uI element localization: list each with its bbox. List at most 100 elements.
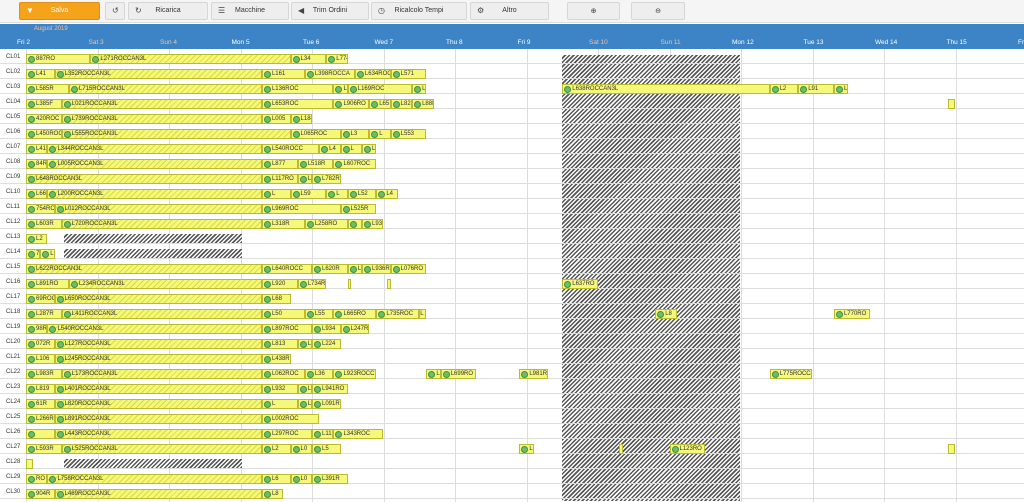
order-bar[interactable]: L930R — [362, 219, 384, 229]
order-bar[interactable]: L2 — [261, 444, 291, 454]
order-bar[interactable]: L2 — [769, 84, 799, 94]
order-bar[interactable]: L136ROC — [261, 84, 334, 94]
order-bar[interactable]: L739ROCCAN3L — [61, 114, 262, 124]
order-bar[interactable]: L638ROCCAN3L — [562, 84, 770, 94]
order-bar[interactable]: L — [362, 144, 377, 154]
order-bar[interactable]: L005ROCCAN3L — [47, 159, 262, 169]
order-bar[interactable] — [948, 444, 956, 454]
order-bar[interactable]: L55 — [304, 309, 334, 319]
order-bar[interactable]: L650ROCCAN3L — [54, 294, 262, 304]
order-bar[interactable]: L4 — [319, 144, 341, 154]
order-bar[interactable]: L891ROCCAN3L — [54, 414, 262, 424]
order-bar[interactable]: L411ROCCAN3L — [61, 309, 262, 319]
order-bar[interactable]: L — [297, 339, 312, 349]
order-bar[interactable]: L820ROCCAN3L — [54, 399, 262, 409]
order-bar[interactable]: L91 — [798, 84, 834, 94]
order-bar[interactable]: L540ROCC — [261, 144, 320, 154]
order-bar[interactable]: L640ROCC — [261, 264, 312, 274]
order-bar[interactable]: L983R — [26, 369, 62, 379]
order-bar[interactable]: L41 — [26, 144, 48, 154]
order-bar[interactable]: L343ROC — [333, 429, 384, 439]
order-bar[interactable]: L005 — [261, 114, 291, 124]
order-bar[interactable]: L11 — [312, 429, 334, 439]
order-bar[interactable]: L065ROC — [290, 129, 341, 139]
order-bar[interactable]: L297ROC — [261, 429, 312, 439]
order-bar[interactable]: L352ROCCAN3L — [54, 69, 262, 79]
order-bar[interactable] — [347, 279, 352, 289]
order-bar[interactable]: L79 — [412, 84, 427, 94]
order-bar[interactable]: L287R — [26, 309, 62, 319]
recalc-times-button[interactable]: ◷ Ricalcolo Tempi — [371, 2, 467, 20]
order-bar[interactable]: L819 — [26, 384, 55, 394]
order-bar[interactable] — [948, 99, 956, 109]
reload-button[interactable]: ↻ Ricarica — [128, 2, 208, 20]
order-bar[interactable]: L173ROCCAN3L — [61, 369, 262, 379]
order-bar[interactable]: L — [297, 174, 312, 184]
order-bar[interactable] — [26, 429, 55, 439]
order-bar[interactable]: L443ROCCAN3L — [54, 429, 262, 439]
order-bar[interactable]: L4 — [376, 189, 398, 199]
order-bar[interactable]: L66 — [26, 189, 48, 199]
order-bar[interactable]: L — [261, 189, 291, 199]
order-bar[interactable]: L775ROCCA — [769, 369, 813, 379]
order-bar[interactable]: L555ROCCAN3L — [61, 129, 291, 139]
order-bar[interactable]: L41 — [26, 69, 55, 79]
order-bar[interactable]: L224 — [312, 339, 341, 349]
order-bar[interactable]: 84R — [26, 159, 48, 169]
order-bar[interactable]: L981R — [519, 369, 548, 379]
order-bar[interactable]: L438R — [261, 354, 291, 364]
order-bar[interactable]: L932 — [261, 384, 298, 394]
order-bar[interactable]: L813 — [261, 339, 298, 349]
order-bar[interactable]: L — [369, 129, 391, 139]
order-bar[interactable]: L401ROCCAN3L — [54, 384, 262, 394]
order-bar[interactable]: L002ROC — [261, 414, 320, 424]
trim-orders-button[interactable]: ◀ Trim Ordini — [291, 2, 369, 20]
order-bar[interactable]: L6 — [261, 474, 291, 484]
order-bar[interactable]: 072R — [26, 339, 55, 349]
order-bar[interactable]: L — [340, 144, 363, 154]
order-bar[interactable]: L021ROCCAN3L — [61, 99, 262, 109]
order-bar[interactable]: L665RO — [333, 309, 377, 319]
order-bar[interactable]: L344ROCCAN3L — [47, 144, 262, 154]
order-bar[interactable]: L920 — [261, 279, 298, 289]
order-bar[interactable]: L906RO — [333, 99, 370, 109]
order-bar[interactable]: L758ROCCAN3L — [47, 474, 262, 484]
order-bar[interactable]: L540ROCCAN3L — [47, 324, 262, 334]
undo-button[interactable]: ↺ — [105, 2, 125, 20]
order-bar[interactable]: 420ROC — [26, 114, 62, 124]
order-bar[interactable] — [387, 279, 391, 289]
order-bar[interactable]: L258RO — [304, 219, 348, 229]
order-bar[interactable]: L571 — [390, 69, 427, 79]
order-bar[interactable]: L8 — [261, 489, 284, 499]
order-bar[interactable]: L969ROC — [261, 204, 341, 214]
order-bar[interactable]: L5 — [312, 444, 341, 454]
order-bar[interactable]: L — [333, 84, 348, 94]
order-bar[interactable]: L391R — [312, 474, 348, 484]
order-bar[interactable]: L603R — [26, 219, 62, 229]
order-bar[interactable]: L3 — [340, 129, 370, 139]
order-bar[interactable]: L593R — [26, 444, 62, 454]
order-bar[interactable]: L — [419, 309, 427, 319]
order-bar[interactable]: 754RO — [26, 204, 55, 214]
order-bar[interactable]: L271ROCCAN3L — [90, 54, 291, 64]
order-bar[interactable]: L127ROCCAN3L — [54, 339, 262, 349]
order-bar[interactable]: L88R — [412, 99, 434, 109]
order-bar[interactable]: L245ROCCAN3L — [54, 354, 262, 364]
order-bar[interactable]: L200ROCCAN3L — [47, 189, 262, 199]
zoom-out-button[interactable]: ⊖ — [631, 2, 685, 20]
order-bar[interactable]: L782RO — [312, 174, 341, 184]
order-bar[interactable]: L385F — [26, 99, 62, 109]
order-bar[interactable]: 904R — [26, 489, 55, 499]
order-bar[interactable]: L68 — [261, 294, 291, 304]
order-bar[interactable]: L715ROCCAN3L — [68, 84, 262, 94]
order-bar[interactable]: L585R — [26, 84, 69, 94]
order-bar[interactable]: L184R — [290, 114, 312, 124]
order-bar[interactable]: L091R — [312, 399, 341, 409]
order-bar[interactable]: L36 — [304, 369, 334, 379]
order-bar[interactable]: L934 — [312, 324, 341, 334]
order-bar[interactable]: L076RO — [390, 264, 427, 274]
order-bar[interactable]: RO — [26, 474, 48, 484]
order-bar[interactable]: L234ROCCAN3L — [68, 279, 262, 289]
zoom-in-button[interactable]: ⊕ — [567, 2, 620, 20]
order-bar[interactable]: L2 — [26, 234, 48, 244]
